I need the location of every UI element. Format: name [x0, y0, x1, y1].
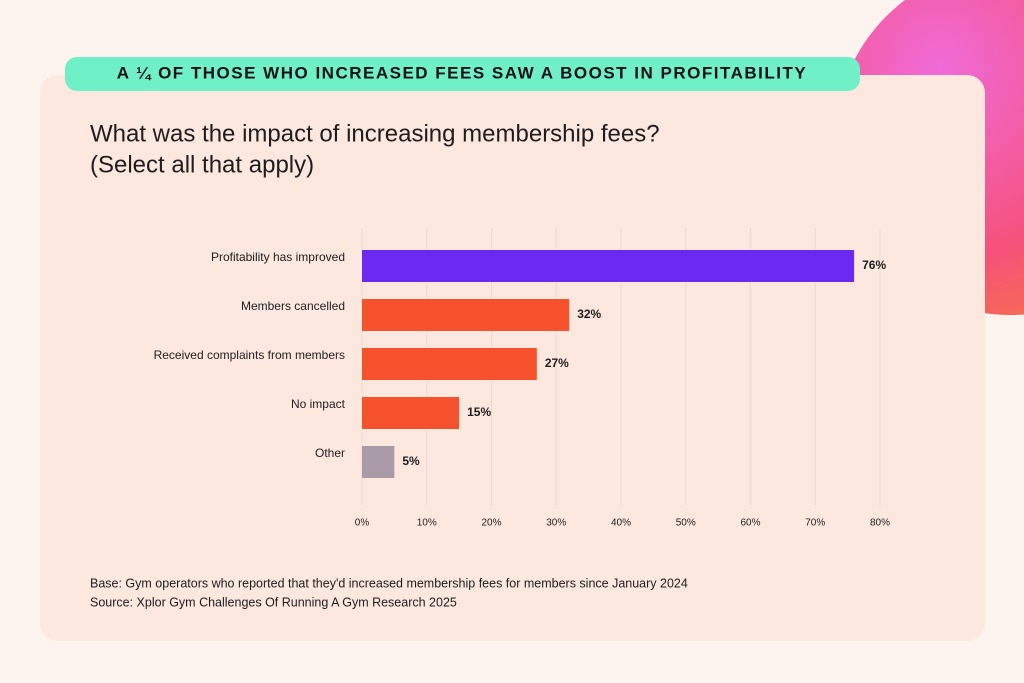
banner: A ¼ OF THOSE WHO INCREASED FEES SAW A BO… — [117, 63, 807, 82]
value-label: 32% — [577, 307, 601, 321]
y-tick-label: Profitability has improved — [211, 250, 345, 264]
x-tick-label: 80% — [870, 518, 890, 529]
value-label: 5% — [402, 454, 420, 468]
bar — [362, 250, 855, 282]
x-tick-label: 60% — [740, 518, 760, 529]
footnote: Source: Xplor Gym Challenges Of Running … — [90, 595, 457, 609]
x-tick-label: 20% — [481, 518, 501, 529]
x-tick-label: 10% — [417, 518, 437, 529]
x-tick-label: 70% — [805, 518, 825, 529]
x-tick-label: 50% — [676, 518, 696, 529]
x-tick-label: 40% — [611, 518, 631, 529]
bar — [362, 397, 460, 429]
x-tick-label: 30% — [546, 518, 566, 529]
y-tick-label: No impact — [291, 397, 346, 411]
chart-title: What was the impact of increasing member… — [90, 120, 660, 147]
footnote: Base: Gym operators who reported that th… — [90, 576, 688, 590]
value-label: 15% — [467, 405, 491, 419]
x-tick-label: 0% — [355, 518, 370, 529]
bar — [362, 299, 570, 331]
banner-box — [65, 57, 860, 91]
bar — [362, 446, 395, 478]
y-tick-label: Members cancelled — [241, 299, 345, 313]
value-label: 27% — [545, 356, 569, 370]
value-label: 76% — [862, 258, 886, 272]
chart-subtitle: (Select all that apply) — [90, 151, 314, 178]
bar — [362, 348, 537, 380]
y-tick-label: Other — [315, 446, 345, 460]
y-tick-label: Received complaints from members — [154, 348, 345, 362]
